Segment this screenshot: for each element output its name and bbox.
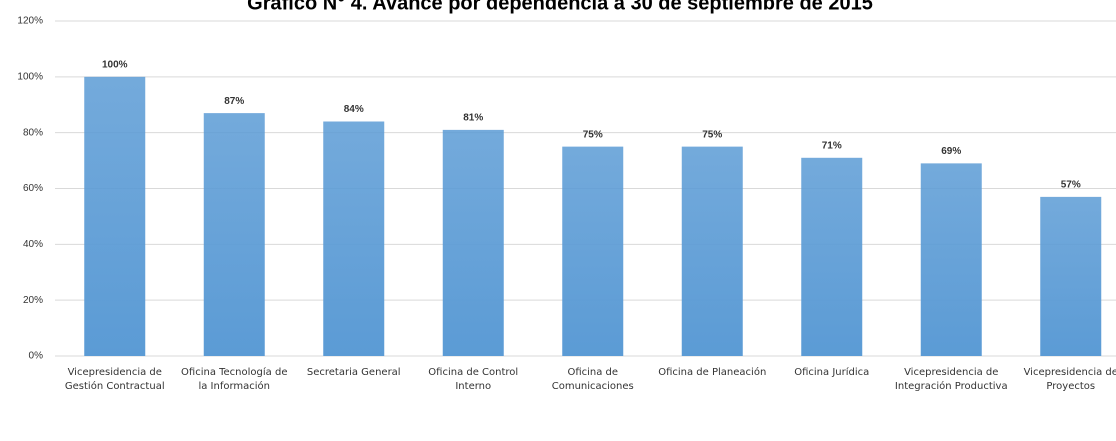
y-tick-label: 80% [23, 127, 43, 138]
data-label: 87% [224, 96, 244, 107]
y-tick-label: 40% [23, 239, 43, 250]
x-tick-label: Secretaria General [306, 367, 401, 378]
x-tick-label: Oficina de Comunicaciones [551, 367, 634, 392]
data-label: 84% [344, 104, 364, 115]
x-tick-label: Vicepresidencia de Gestión Contractual [64, 367, 165, 392]
y-tick-label: 120% [17, 16, 43, 27]
data-label: 75% [583, 129, 603, 140]
x-tick-label: Vicepresidencia de Proyectos [1023, 367, 1116, 392]
x-tick-label: Oficina de Control Interno [428, 367, 519, 392]
y-tick-label: 0% [29, 351, 44, 362]
data-label: 100% [102, 59, 128, 70]
data-label: 75% [702, 129, 722, 140]
y-tick-label: 100% [17, 71, 43, 82]
data-label: 81% [463, 113, 483, 124]
data-label: 71% [822, 140, 842, 151]
bar [920, 163, 982, 356]
bar [203, 113, 265, 356]
bar [801, 157, 863, 356]
bar [84, 76, 146, 356]
x-tick-label: Oficina Jurídica [794, 367, 870, 378]
bar [442, 129, 504, 356]
x-tick-label: Oficina de Planeación [658, 367, 767, 378]
bar [1040, 196, 1102, 356]
bar [562, 146, 624, 356]
y-tick-label: 20% [23, 295, 43, 306]
bar [323, 121, 385, 356]
data-label: 69% [941, 146, 961, 157]
y-tick-label: 60% [23, 183, 43, 194]
bar [681, 146, 743, 356]
x-tick-label: Vicepresidencia de Integración Productiv… [894, 367, 1008, 392]
chart-title: Gráfico N° 4. Avance por dependencia a 3… [247, 0, 873, 14]
x-tick-label: Oficina Tecnología de la Información [181, 367, 288, 392]
data-label: 57% [1061, 180, 1081, 191]
